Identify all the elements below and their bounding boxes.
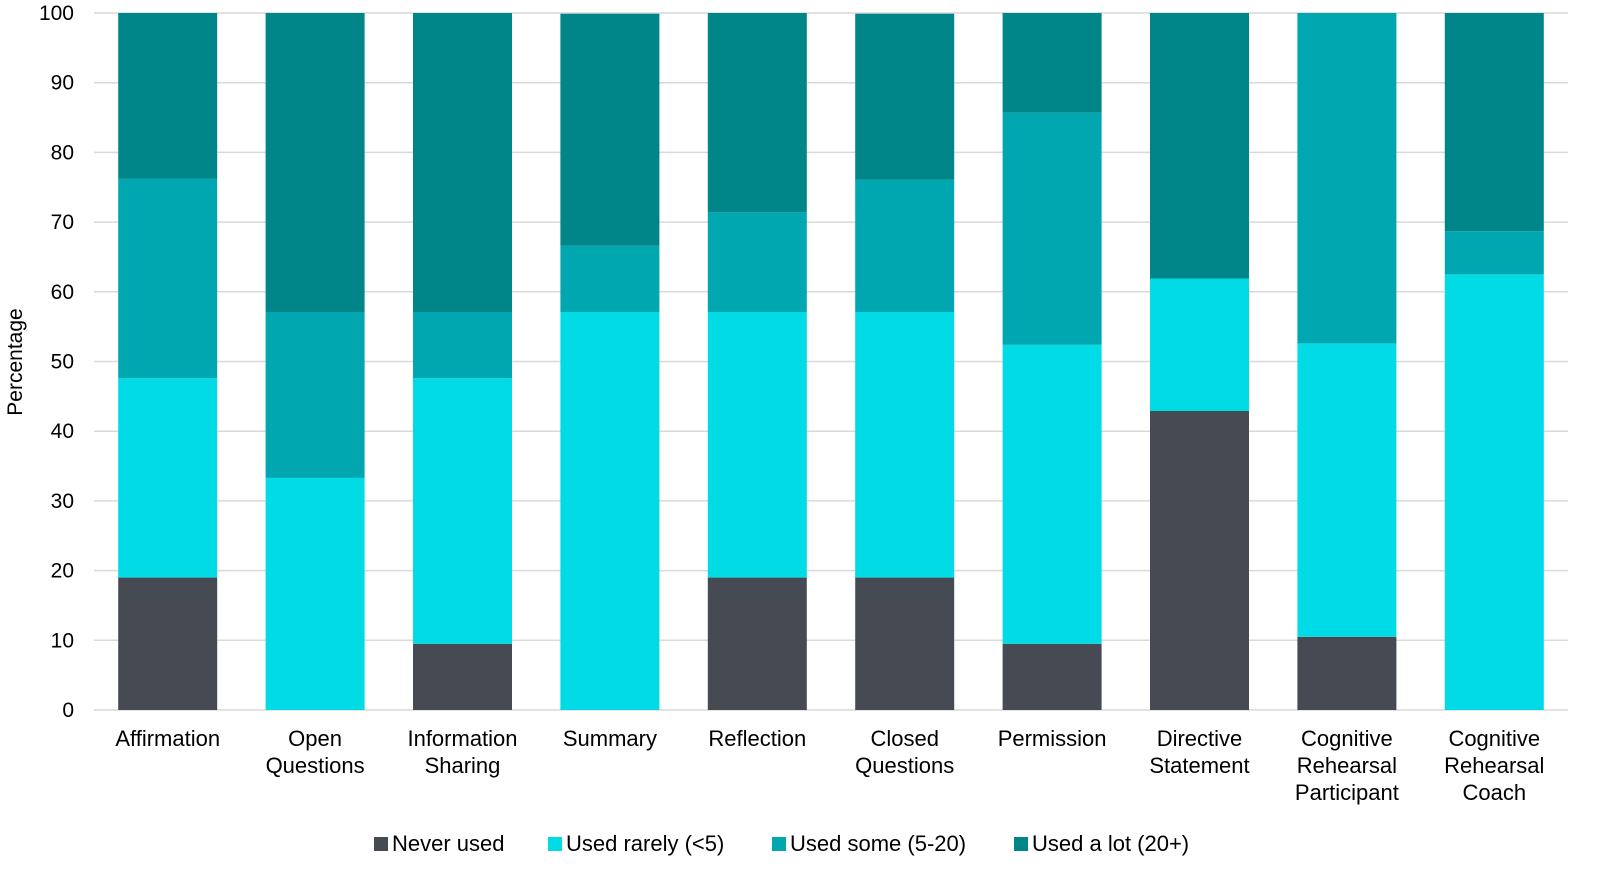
bar-segment <box>1444 13 1544 232</box>
x-category-label: Rehearsal <box>1444 753 1544 778</box>
bar-segment <box>413 312 512 379</box>
bar-segment <box>1150 410 1249 710</box>
x-category-label: Statement <box>1149 753 1249 778</box>
y-tick-label: 70 <box>51 211 74 234</box>
bar-segment <box>855 577 955 710</box>
bar-segment <box>560 312 660 710</box>
bar-segment <box>1150 278 1249 411</box>
x-axis-categories: Affirmation OpenQuestionsInformationShari… <box>115 726 1544 805</box>
bar-segment <box>413 643 512 710</box>
x-category-label: Sharing <box>425 753 501 778</box>
y-tick-label: 40 <box>51 420 74 443</box>
legend-label: Never used <box>392 831 505 856</box>
legend-swatch <box>1014 837 1028 851</box>
y-axis-label: Percentage <box>4 308 27 415</box>
bar-segment <box>560 13 660 246</box>
x-category-label: Questions <box>266 753 365 778</box>
y-axis-ticks: 0 10 20 30 40 50 60 70 80 90 100 <box>39 2 74 722</box>
bar-segment <box>1002 13 1102 113</box>
y-tick-label: 60 <box>51 281 74 304</box>
bar-segment <box>413 13 512 313</box>
bar-segment <box>1444 274 1544 710</box>
y-tick-label: 80 <box>51 141 74 164</box>
y-tick-label: 30 <box>51 490 74 513</box>
bar-segment <box>855 312 955 578</box>
bar-segment <box>265 477 365 710</box>
bar-segment <box>118 13 218 179</box>
x-category-label: Reflection <box>708 726 806 751</box>
x-category-label: Information <box>407 726 517 751</box>
x-category-label: Affirmation <box>115 726 220 751</box>
bar-segment <box>1297 13 1397 344</box>
bar-segment <box>265 312 365 478</box>
y-tick-label: 90 <box>51 72 74 95</box>
bar-segment <box>413 378 512 644</box>
x-category-label: Rehearsal <box>1297 753 1397 778</box>
bar-segment <box>707 577 807 710</box>
bar-segment <box>1297 343 1397 637</box>
bar-segment <box>1297 636 1397 710</box>
bar-segment <box>855 179 955 313</box>
y-tick-label: 100 <box>39 2 74 25</box>
bar-segment <box>707 212 807 313</box>
bar-segment <box>118 178 218 379</box>
bars <box>118 13 1544 710</box>
legend-label: Used some (5-20) <box>790 831 966 856</box>
bar-segment <box>118 577 218 710</box>
x-category-label: Participant <box>1295 780 1399 805</box>
y-tick-label: 10 <box>51 629 74 652</box>
legend-label: Used a lot (20+) <box>1032 831 1189 856</box>
legend: Never used Used rarely (<5) Used some (5-2… <box>374 831 1189 856</box>
bar-segment <box>1150 13 1249 279</box>
legend-swatch <box>548 837 562 851</box>
bar-segment <box>1444 231 1544 275</box>
x-category-label: Closed <box>870 726 938 751</box>
legend-label: Used rarely (<5) <box>566 831 724 856</box>
x-category-label: Permission <box>998 726 1107 751</box>
legend-swatch <box>772 837 786 851</box>
bar-segment <box>1002 643 1102 710</box>
y-tick-label: 20 <box>51 560 74 583</box>
x-category-label: Summary <box>563 726 657 751</box>
x-category-label: Open <box>288 726 342 751</box>
y-tick-label: 0 <box>62 699 74 722</box>
bar-segment <box>1002 344 1102 644</box>
x-category-label: Directive <box>1157 726 1243 751</box>
bar-segment <box>1002 112 1102 345</box>
bar-segment <box>118 378 218 578</box>
x-category-label: Questions <box>855 753 954 778</box>
bar-segment <box>265 13 365 313</box>
bar-segment <box>560 245 660 313</box>
bar-segment <box>855 13 955 180</box>
x-category-label: Coach <box>1463 780 1527 805</box>
bar-segment <box>707 312 807 578</box>
x-category-label: Cognitive <box>1448 726 1540 751</box>
bar-segment <box>707 13 807 213</box>
legend-swatch <box>374 837 388 851</box>
x-category-label: Cognitive <box>1301 726 1393 751</box>
y-tick-label: 50 <box>51 351 74 374</box>
